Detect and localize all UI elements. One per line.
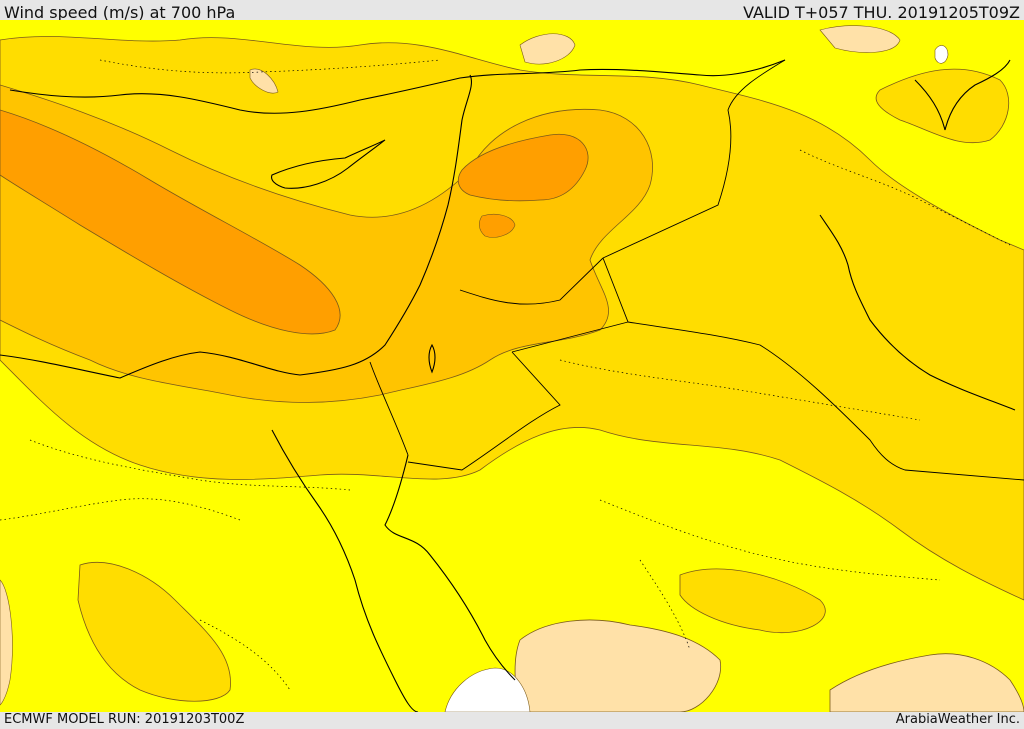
border-jordan-saudi — [407, 351, 561, 471]
coastline-red-sea-west — [271, 429, 419, 712]
wind-band-1-southwest — [77, 561, 231, 702]
wind-band-1-northeast — [875, 68, 1009, 144]
coastline-egypt-levant — [0, 74, 472, 379]
admin-line-5 — [799, 149, 1011, 246]
wind-band-1-southeast — [679, 568, 826, 634]
border-syria-iraq — [602, 59, 786, 259]
admin-line-4 — [599, 499, 941, 581]
wind-speed-map — [0, 20, 1024, 712]
low-wind-north-1 — [519, 33, 576, 65]
calm-area-south — [444, 667, 531, 712]
coastline-caspian — [914, 59, 1011, 131]
calm-area-northeast — [934, 45, 949, 64]
coastline-persian-gulf — [819, 214, 1016, 411]
credit-label: ArabiaWeather Inc. — [895, 712, 1020, 727]
coastline-turkey — [9, 59, 786, 114]
wind-band-3-west — [0, 109, 341, 335]
model-run-label: ECMWF MODEL RUN: 20191203T00Z — [4, 712, 245, 727]
admin-boundaries — [0, 59, 1011, 691]
country-borders — [369, 59, 1024, 481]
border-iraq-saudi — [627, 321, 1024, 481]
low-wind-northwest — [249, 68, 279, 94]
low-wind-west-edge — [0, 579, 13, 706]
coastlines — [0, 59, 1016, 712]
wind-band-3-patch — [479, 214, 516, 238]
coastline-red-sea-east — [384, 454, 516, 681]
coastline-cyprus — [271, 139, 386, 189]
admin-line-1 — [29, 439, 351, 491]
map-title: Wind speed (m/s) at 700 hPa — [4, 3, 236, 22]
header-bar — [0, 0, 1024, 20]
low-wind-southeast — [829, 653, 1024, 712]
admin-line-8 — [199, 619, 291, 691]
border-syria-jordan-north — [459, 257, 604, 305]
footer-bar — [0, 712, 1024, 729]
wind-band-3-east — [457, 133, 589, 202]
border-israel-egypt — [369, 361, 409, 456]
low-wind-north-2 — [819, 25, 901, 53]
coastline-dead-sea — [428, 343, 436, 374]
admin-line-2 — [0, 498, 241, 521]
valid-time: VALID T+057 THU. 20191205T09Z — [743, 3, 1020, 22]
